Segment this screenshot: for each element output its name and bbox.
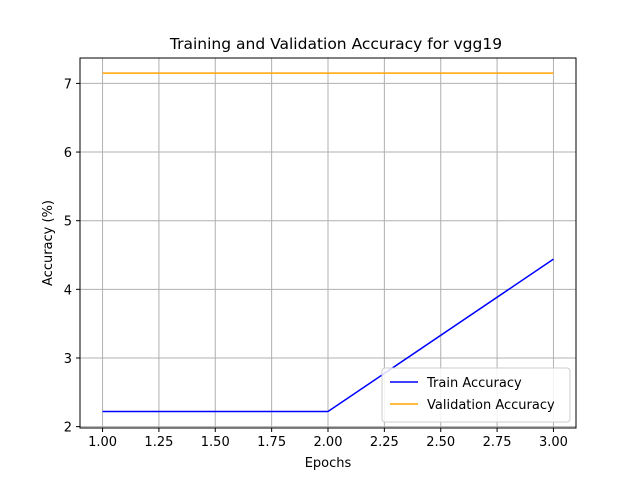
x-tick-label: 1.25 <box>144 435 173 450</box>
ticks: 1.00 1.25 1.50 1.75 2.00 2.25 2.50 2.75 3.00 2 3 4 5… <box>64 77 568 450</box>
y-tick-label: 3 <box>64 352 72 367</box>
grid <box>80 58 576 428</box>
y-axis-label: Accuracy (%) <box>41 200 56 286</box>
x-tick-label: 1.00 <box>88 435 117 450</box>
train-accuracy-line <box>102 258 554 413</box>
x-tick-label: 2.25 <box>370 435 399 450</box>
x-tick-label: 2.50 <box>426 435 455 450</box>
y-tick-label: 5 <box>64 215 72 230</box>
y-tick-label: 2 <box>64 421 72 436</box>
x-axis-label: Epochs <box>305 456 352 471</box>
series-layer <box>102 72 554 413</box>
x-tick-label: 3.00 <box>539 435 568 450</box>
x-tick-label: 1.75 <box>257 435 286 450</box>
y-tick-label: 7 <box>64 77 72 92</box>
x-tick-label: 2.75 <box>483 435 512 450</box>
legend-box <box>381 367 571 423</box>
legend: Train Accuracy Validation Accuracy <box>381 367 571 423</box>
legend-label-train-accuracy: Train Accuracy <box>426 376 522 391</box>
y-tick-label: 4 <box>64 283 72 298</box>
x-tick-label: 2.00 <box>314 435 343 450</box>
x-tick-label: 1.50 <box>201 435 230 450</box>
chart-title: Training and Validation Accuracy for vgg… <box>169 35 502 53</box>
legend-label-validation-accuracy: Validation Accuracy <box>427 398 555 413</box>
y-tick-label: 6 <box>64 146 72 161</box>
